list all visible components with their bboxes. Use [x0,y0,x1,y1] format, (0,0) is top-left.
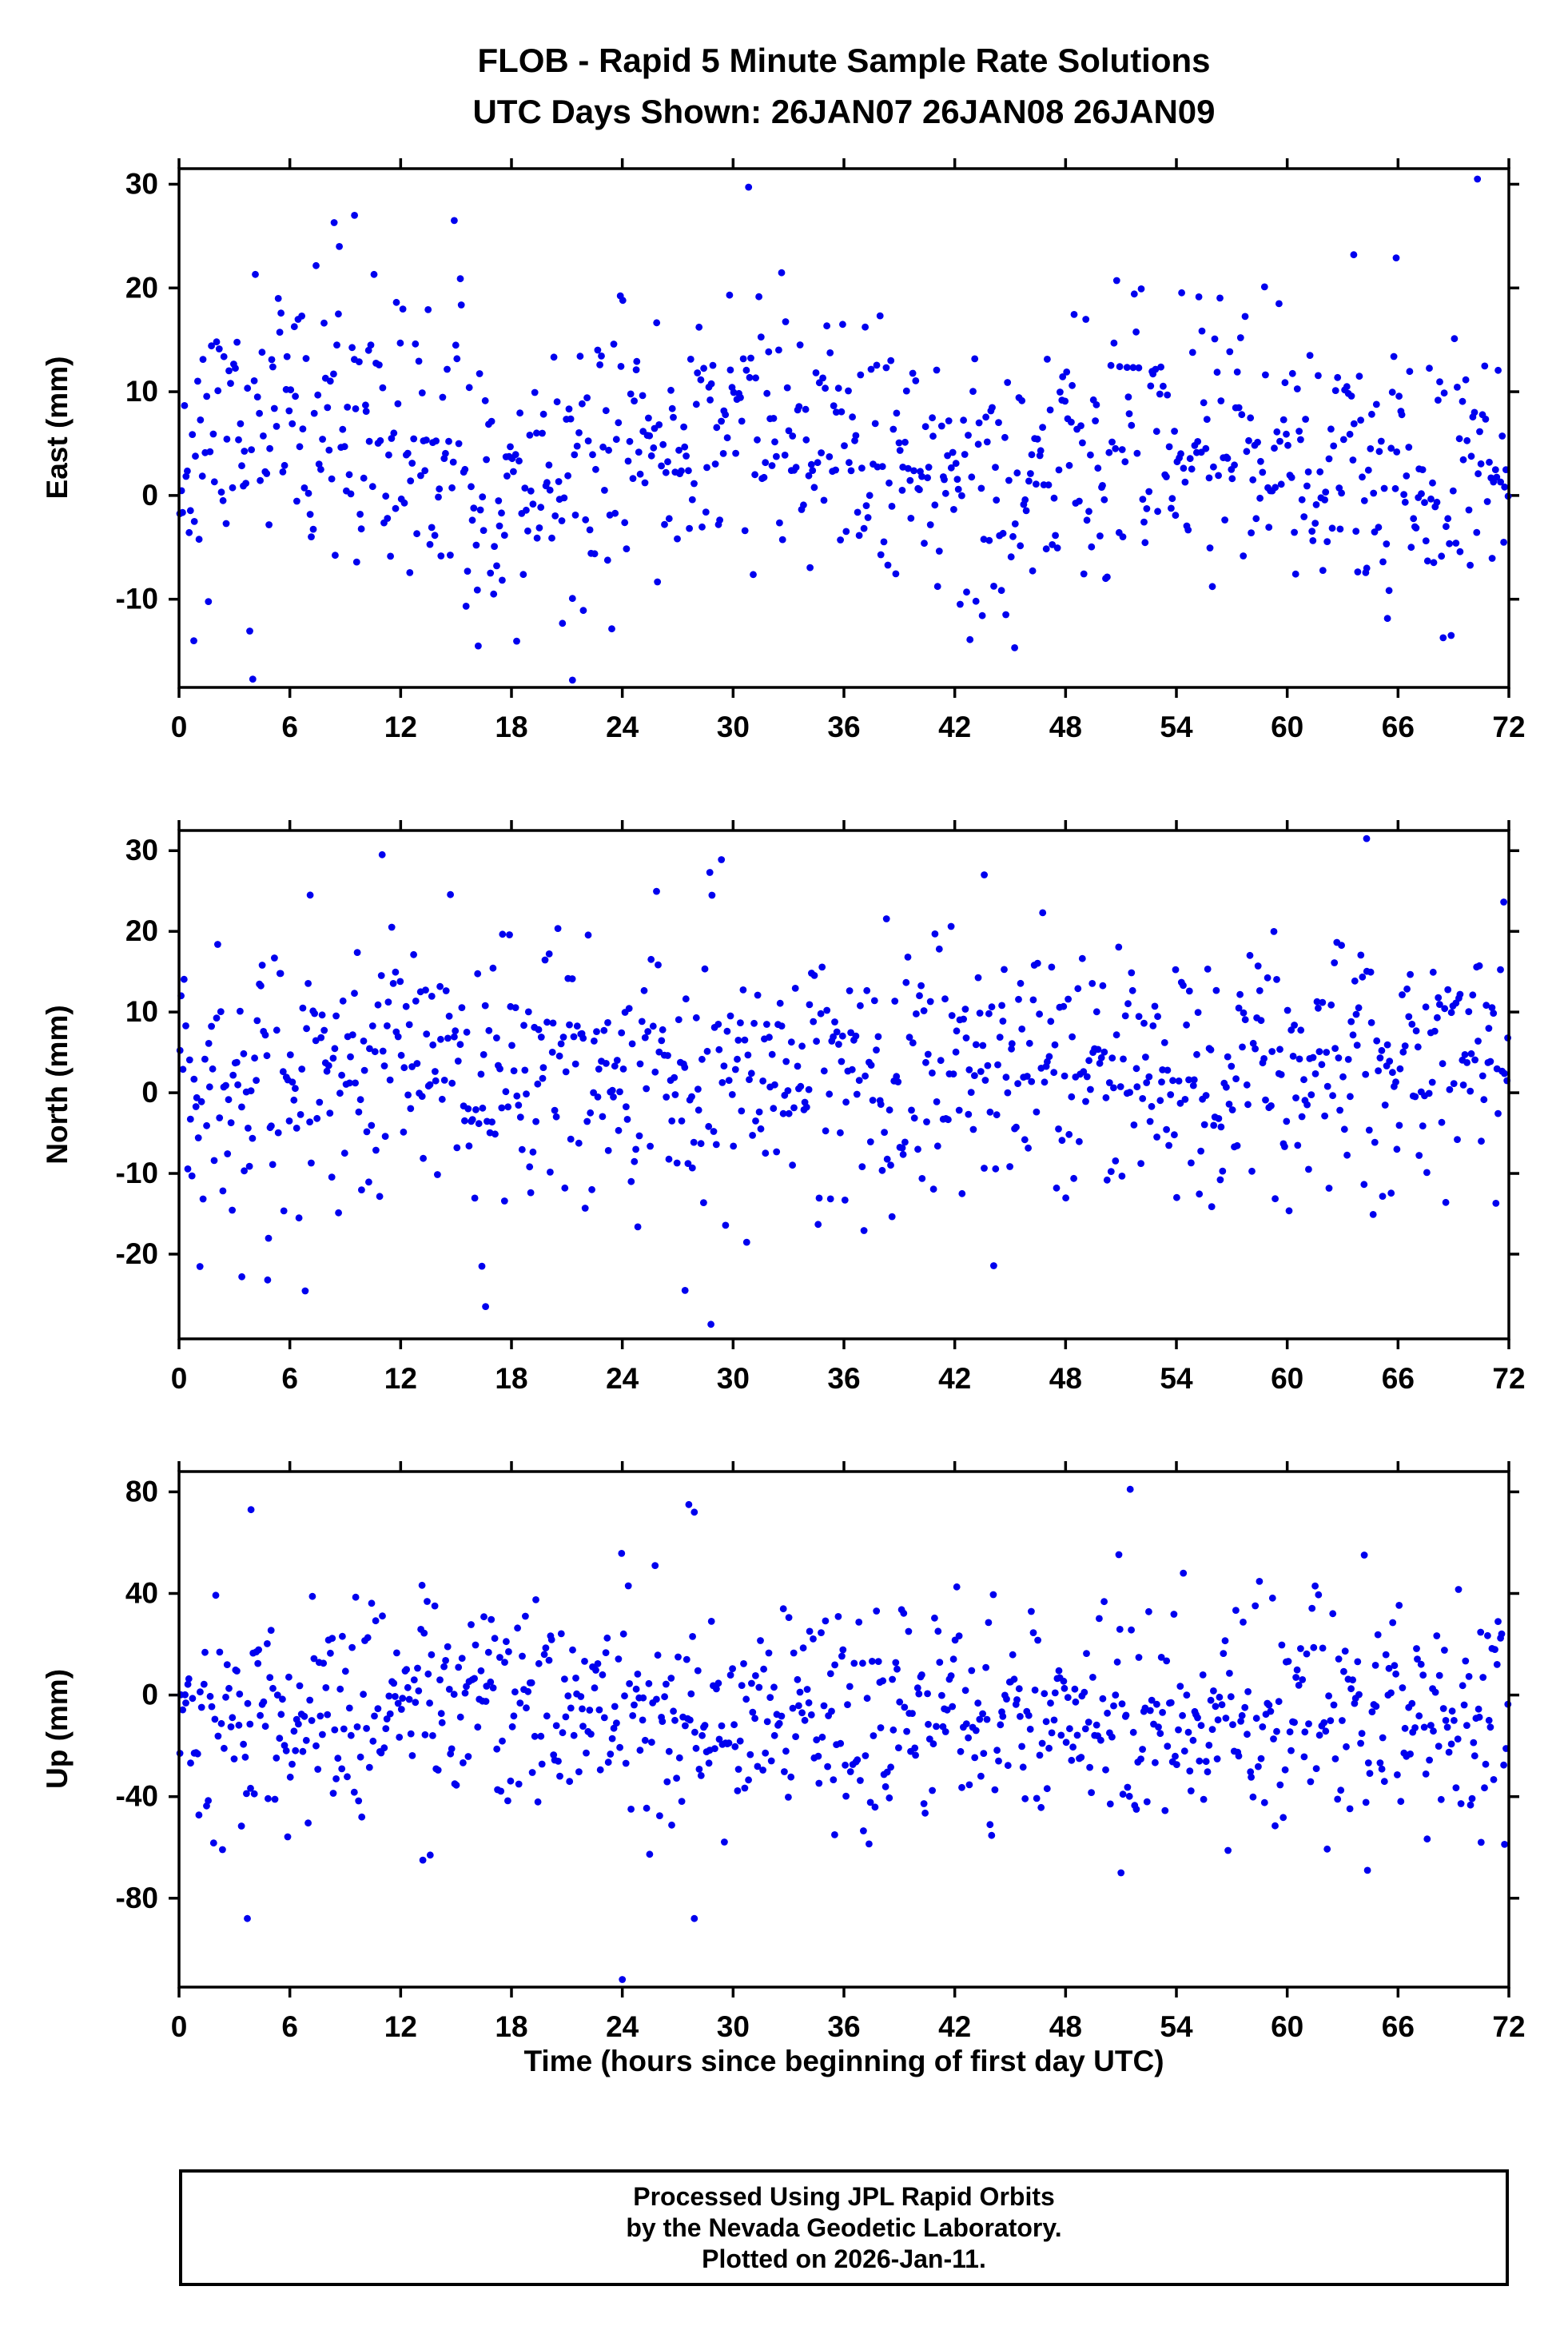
svg-text:30: 30 [717,711,750,743]
svg-text:48: 48 [1049,1362,1082,1395]
svg-text:54: 54 [1160,2010,1193,2043]
svg-text:42: 42 [938,2010,971,2043]
svg-text:60: 60 [1271,711,1303,743]
svg-text:66: 66 [1382,1362,1415,1395]
svg-text:6: 6 [281,2010,298,2043]
svg-text:24: 24 [606,2010,639,2043]
svg-text:0: 0 [141,1076,158,1109]
svg-text:30: 30 [717,1362,750,1395]
x-axis-label: Time (hours since beginning of first day… [523,2045,1164,2077]
svg-text:48: 48 [1049,2010,1082,2043]
footer-line-3: Plotted on 2026-Jan-11. [702,2244,986,2273]
svg-text:36: 36 [827,2010,860,2043]
data-points [176,175,1512,684]
svg-text:30: 30 [125,834,158,866]
svg-text:66: 66 [1382,2010,1415,2043]
tick-marks [169,1461,1519,1997]
tick-labels: 0 6 12 18 24 30 36 42 48 54 60 66 72 -10 0 10 20 30 [116,167,1526,743]
svg-text:6: 6 [281,1362,298,1395]
svg-text:-40: -40 [116,1780,158,1813]
svg-text:54: 54 [1160,1362,1193,1395]
svg-text:60: 60 [1271,2010,1303,2043]
tick-marks [169,158,1519,698]
data-points [176,834,1511,1328]
svg-text:10: 10 [125,375,158,408]
svg-text:30: 30 [717,2010,750,2043]
footer-line-2: by the Nevada Geodetic Laboratory. [626,2213,1062,2242]
chart-subtitle: UTC Days Shown: 26JAN07 26JAN08 26JAN09 [472,93,1216,130]
scatter-panel-up: 0 6 12 18 24 30 36 42 48 54 60 66 72 -80 -40 0 40 80 [116,1461,1526,2043]
svg-text:48: 48 [1049,711,1082,743]
svg-text:80: 80 [125,1475,158,1508]
svg-text:60: 60 [1271,1362,1303,1395]
svg-text:72: 72 [1492,711,1525,743]
svg-text:54: 54 [1160,711,1193,743]
svg-text:18: 18 [495,2010,527,2043]
footer-line-1: Processed Using JPL Rapid Orbits [633,2181,1055,2211]
svg-text:42: 42 [938,1362,971,1395]
svg-text:0: 0 [141,479,158,512]
svg-text:42: 42 [938,711,971,743]
svg-text:0: 0 [171,711,188,743]
scatter-panel-east: 0 6 12 18 24 30 36 42 48 54 60 66 72 -10 0 10 20 30 [116,158,1526,743]
plot-frame [177,829,1510,1340]
svg-text:-20: -20 [116,1237,158,1270]
svg-text:0: 0 [171,2010,188,2043]
tick-marks [169,820,1519,1349]
scatter-panel-north: 0 6 12 18 24 30 36 42 48 54 60 66 72 -20 -10 0 10 20 30 [116,820,1526,1395]
svg-text:40: 40 [125,1577,158,1610]
svg-text:-80: -80 [116,1882,158,1914]
chart-title: FLOB - Rapid 5 Minute Sample Rate Soluti… [477,42,1211,79]
svg-text:66: 66 [1382,711,1415,743]
svg-text:24: 24 [606,711,639,743]
svg-text:6: 6 [281,711,298,743]
svg-text:-10: -10 [116,1157,158,1189]
svg-text:24: 24 [606,1362,639,1395]
data-points [176,1485,1512,1983]
svg-text:20: 20 [125,914,158,947]
tick-labels: 0 6 12 18 24 30 36 42 48 54 60 66 72 -80 -40 0 40 80 [116,1475,1526,2043]
plot-frame [177,167,1510,689]
svg-text:72: 72 [1492,2010,1525,2043]
svg-text:0: 0 [171,1362,188,1395]
svg-text:36: 36 [827,1362,860,1395]
svg-text:72: 72 [1492,1362,1525,1395]
svg-text:12: 12 [384,711,417,743]
plot-frame [177,1470,1510,1989]
svg-text:30: 30 [125,167,158,200]
svg-text:12: 12 [384,2010,417,2043]
svg-text:10: 10 [125,995,158,1028]
svg-text:0: 0 [141,1679,158,1711]
svg-text:36: 36 [827,711,860,743]
svg-text:18: 18 [495,711,527,743]
tick-labels: 0 6 12 18 24 30 36 42 48 54 60 66 72 -20 -10 0 10 20 30 [116,834,1526,1395]
footer-box: Processed Using JPL Rapid Orbits by the … [179,2169,1509,2286]
svg-text:20: 20 [125,271,158,304]
svg-text:18: 18 [495,1362,527,1395]
svg-text:-10: -10 [116,583,158,615]
svg-text:12: 12 [384,1362,417,1395]
